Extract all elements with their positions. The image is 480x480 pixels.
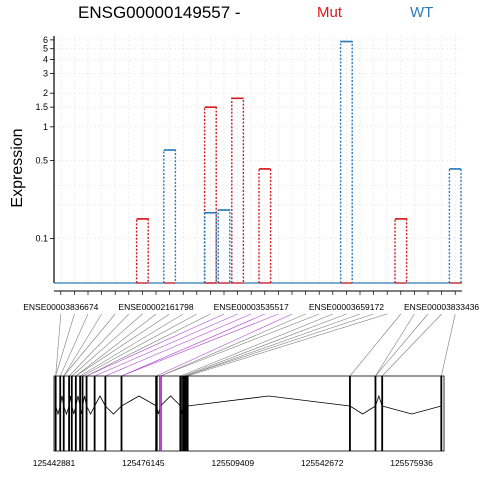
intron-line	[349, 405, 376, 415]
exon-block	[81, 376, 84, 451]
connector-line	[94, 313, 238, 377]
legend-mut: Mut	[317, 4, 343, 21]
connector-line	[160, 313, 320, 377]
series-bar-wt	[217, 209, 231, 283]
exon-block	[440, 376, 443, 451]
exon-block	[104, 376, 107, 451]
y-tick-label: 2	[43, 88, 48, 98]
coord-label: 125442881	[33, 458, 76, 468]
intron-line	[160, 395, 181, 407]
connector-line	[75, 313, 157, 377]
y-tick-label: 3	[43, 69, 48, 79]
connector-line	[82, 313, 197, 377]
exon-connectors	[55, 313, 456, 377]
connector-line	[160, 313, 306, 377]
gene-frame	[53, 375, 445, 452]
connector-line	[187, 313, 388, 377]
legend-wt: WT	[410, 4, 433, 21]
connector-line	[63, 313, 102, 377]
connector-line	[185, 313, 374, 377]
exon-block	[186, 376, 189, 451]
gene-model	[53, 375, 445, 452]
y-tick-label: 6	[43, 35, 48, 45]
y-tick-label: 0.5	[35, 155, 48, 165]
exon-block	[120, 376, 123, 451]
genomic-axis: 125442881 125476145 125509409 125542672 1255…	[33, 458, 433, 468]
exon-label: ENSE00002161798	[118, 302, 193, 312]
connector-line	[180, 313, 333, 377]
intron-line	[187, 395, 350, 407]
y-tick-label: 1.5	[35, 102, 48, 112]
grid	[54, 36, 462, 283]
exon-label: ENSE00003535517	[214, 302, 289, 312]
connector-line	[75, 313, 170, 377]
connector-line	[441, 313, 456, 377]
series-bar-mut	[231, 97, 245, 283]
connector-line	[79, 313, 184, 377]
connector-line	[86, 313, 211, 377]
exon-block	[70, 376, 73, 451]
y-axis-label: Expression	[9, 128, 26, 207]
intron-line	[105, 405, 122, 415]
coord-label: 125542672	[301, 458, 344, 468]
connector-line	[55, 313, 62, 377]
exon-block	[381, 376, 384, 451]
y-tick-label: 1	[43, 122, 48, 132]
x-axis	[54, 290, 462, 295]
coord-label: 125509409	[212, 458, 255, 468]
exon-block	[68, 376, 71, 451]
y-tick-label: 5	[43, 44, 48, 54]
intron-line	[86, 405, 95, 415]
connector-line	[185, 313, 361, 377]
y-tick-label: 0.1	[35, 234, 48, 244]
exon-block	[85, 376, 88, 451]
connector-line	[68, 313, 130, 377]
connector-line	[86, 313, 225, 377]
connector-line	[375, 313, 429, 377]
intron-line	[382, 405, 442, 415]
connector-line	[63, 313, 116, 377]
connector-line	[105, 313, 252, 377]
exon-block	[182, 376, 185, 451]
intron-line	[121, 395, 157, 407]
connector-line	[121, 313, 265, 377]
connector-line	[381, 313, 442, 377]
series-bar-wt	[339, 40, 353, 283]
exon-highlight	[159, 376, 162, 451]
exon-block	[74, 376, 77, 451]
connector-line	[375, 313, 415, 377]
y-tick-label: 4	[43, 55, 48, 65]
intron-line	[94, 395, 106, 407]
connector-line	[183, 313, 347, 377]
connector-line	[121, 313, 279, 377]
exon-labels: ENSE00003836674 ENSE00002161798 ENSE000035…	[23, 302, 479, 312]
exon-block	[79, 376, 82, 451]
coord-label: 125476145	[122, 458, 165, 468]
connector-line	[156, 313, 293, 377]
exon-block	[59, 376, 62, 451]
exon-label: ENSE00003659172	[309, 302, 384, 312]
exon-block	[54, 376, 57, 451]
chart-title: ENSG00000149557 -	[78, 3, 241, 22]
y-axis: 0.1 0.5 1 1.5 2 3 456	[35, 35, 55, 283]
connector-line	[55, 313, 75, 377]
series-lines	[54, 40, 462, 284]
exon-label: ENSE00003836674	[23, 302, 98, 312]
coord-label: 125575936	[390, 458, 433, 468]
exon-block	[374, 376, 377, 451]
exon-block	[155, 376, 158, 451]
intron-line	[375, 394, 383, 407]
exon-label: ENSE00003833436	[404, 302, 479, 312]
connector-line	[59, 313, 89, 377]
exon-block	[62, 376, 65, 451]
exon-block	[179, 376, 182, 451]
connector-line	[349, 313, 402, 377]
exon-block	[93, 376, 96, 451]
connector-line	[71, 313, 143, 377]
exon-block	[183, 376, 187, 451]
exon-block	[349, 376, 351, 451]
